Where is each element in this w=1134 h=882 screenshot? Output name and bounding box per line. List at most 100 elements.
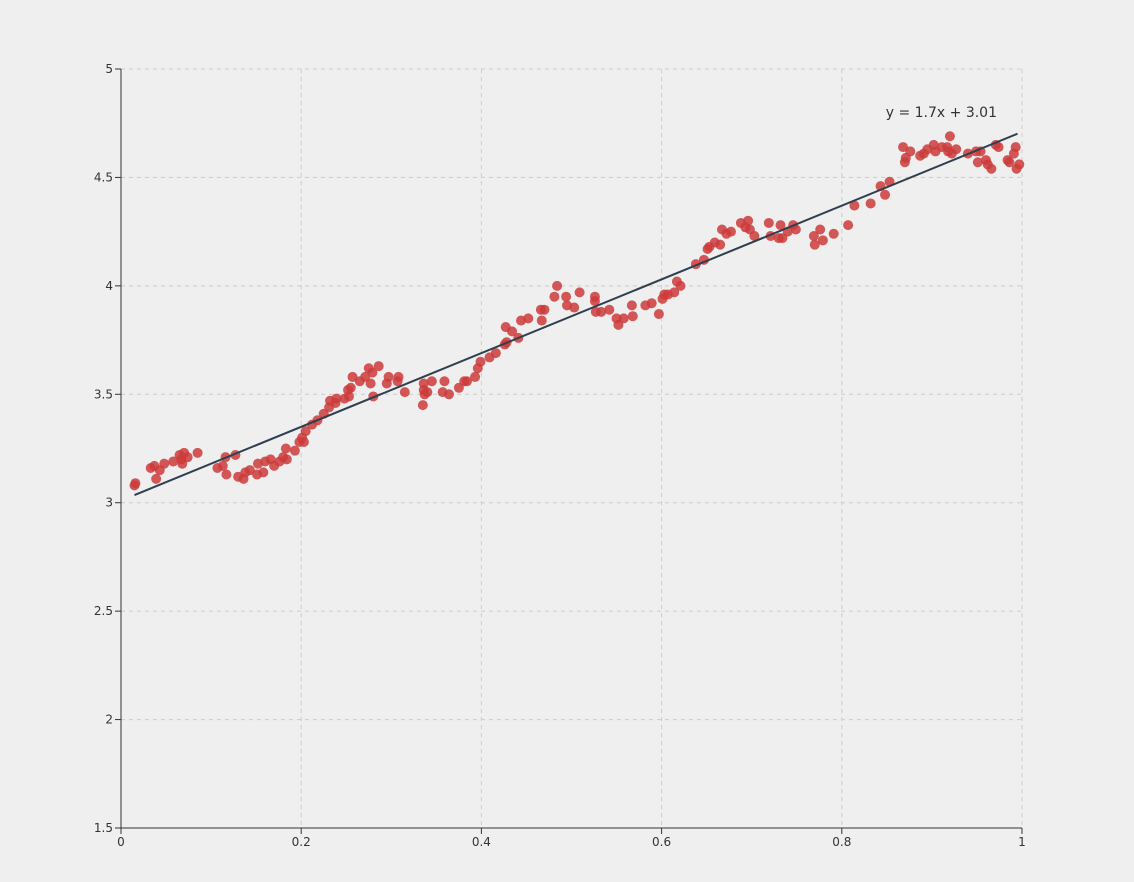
data-point bbox=[1014, 159, 1025, 170]
data-point bbox=[347, 371, 358, 382]
data-point bbox=[298, 436, 309, 447]
data-point bbox=[898, 142, 909, 153]
data-point bbox=[331, 393, 342, 404]
data-point bbox=[626, 300, 637, 311]
x-tick-label: 1 bbox=[1018, 835, 1026, 849]
data-point bbox=[182, 452, 193, 463]
fit-line bbox=[134, 132, 1018, 496]
data-point bbox=[828, 228, 839, 239]
data-point bbox=[507, 326, 518, 337]
y-tick-label: 2 bbox=[105, 713, 113, 727]
data-point bbox=[345, 382, 356, 393]
data-point bbox=[843, 220, 854, 231]
data-point bbox=[221, 469, 232, 480]
data-point bbox=[439, 376, 450, 387]
data-point bbox=[749, 230, 760, 241]
data-point bbox=[972, 157, 983, 168]
data-point bbox=[589, 291, 600, 302]
x-tick-label: 0.4 bbox=[472, 835, 491, 849]
data-point bbox=[627, 311, 638, 322]
data-point bbox=[258, 467, 269, 478]
data-point bbox=[763, 217, 774, 228]
data-point bbox=[192, 447, 203, 458]
data-point bbox=[809, 239, 820, 250]
data-point bbox=[536, 315, 547, 326]
data-point bbox=[646, 298, 657, 309]
data-point bbox=[552, 280, 563, 291]
data-point bbox=[669, 287, 680, 298]
data-point bbox=[596, 306, 607, 317]
data-point bbox=[815, 224, 826, 235]
y-tick-label: 1.5 bbox=[94, 821, 113, 835]
data-point bbox=[675, 280, 686, 291]
data-point bbox=[280, 443, 291, 454]
data-point bbox=[367, 367, 378, 378]
data-point bbox=[951, 144, 962, 155]
data-point bbox=[944, 131, 955, 142]
data-point bbox=[373, 361, 384, 372]
x-tick-label: 0.8 bbox=[832, 835, 851, 849]
y-tick-label: 4.5 bbox=[94, 170, 113, 184]
data-point bbox=[653, 309, 664, 320]
data-point bbox=[849, 200, 860, 211]
data-point bbox=[443, 389, 454, 400]
data-point bbox=[461, 376, 472, 387]
data-point bbox=[168, 456, 179, 467]
y-tick-label: 4 bbox=[105, 279, 113, 293]
data-point bbox=[725, 226, 736, 237]
data-point bbox=[865, 198, 876, 209]
grid bbox=[121, 68, 1023, 828]
data-point bbox=[1004, 157, 1015, 168]
data-point bbox=[743, 215, 754, 226]
data-point bbox=[343, 391, 354, 402]
data-point bbox=[618, 313, 629, 324]
y-tick-label: 5 bbox=[105, 62, 113, 76]
data-point bbox=[574, 287, 585, 298]
axes: 0 0.2 0.4 0.6 0.8 1 1.5 2 2.5 3 3.5 4 4.5 5 bbox=[94, 62, 1026, 849]
x-tick-label: 0.6 bbox=[652, 835, 671, 849]
data-point bbox=[130, 478, 141, 489]
data-point bbox=[281, 454, 292, 465]
y-tick-label: 3 bbox=[105, 496, 113, 510]
data-point bbox=[775, 220, 786, 231]
x-tick-label: 0.2 bbox=[292, 835, 311, 849]
data-point bbox=[300, 426, 311, 437]
data-point bbox=[399, 387, 410, 398]
y-tick-label: 2.5 bbox=[94, 604, 113, 618]
data-point bbox=[715, 239, 726, 250]
data-point bbox=[159, 458, 170, 469]
data-point bbox=[880, 189, 891, 200]
data-point bbox=[417, 400, 428, 411]
data-point bbox=[383, 371, 394, 382]
fit-equation-label: y = 1.7x + 3.01 bbox=[886, 105, 997, 121]
data-point bbox=[604, 304, 615, 315]
data-point bbox=[470, 371, 481, 382]
data-points bbox=[129, 131, 1025, 491]
data-point bbox=[986, 163, 997, 174]
data-point bbox=[422, 387, 433, 398]
data-point bbox=[393, 371, 404, 382]
y-tick-label: 3.5 bbox=[94, 387, 113, 401]
fit-line-group bbox=[134, 132, 1018, 496]
data-point bbox=[905, 146, 916, 157]
data-point bbox=[244, 465, 255, 476]
data-point bbox=[817, 235, 828, 246]
data-point bbox=[217, 460, 228, 471]
data-point bbox=[561, 291, 572, 302]
data-point bbox=[426, 376, 437, 387]
data-point bbox=[569, 302, 580, 313]
data-point bbox=[993, 142, 1004, 153]
data-point bbox=[490, 348, 501, 359]
data-point bbox=[1010, 142, 1021, 153]
x-tick-label: 0 bbox=[117, 835, 125, 849]
data-point bbox=[289, 445, 300, 456]
data-point bbox=[549, 291, 560, 302]
data-point bbox=[151, 473, 162, 484]
data-point bbox=[475, 356, 486, 367]
data-point bbox=[365, 378, 376, 389]
data-point bbox=[539, 304, 550, 315]
data-point bbox=[418, 378, 429, 389]
data-point bbox=[523, 313, 534, 324]
data-point bbox=[790, 224, 801, 235]
